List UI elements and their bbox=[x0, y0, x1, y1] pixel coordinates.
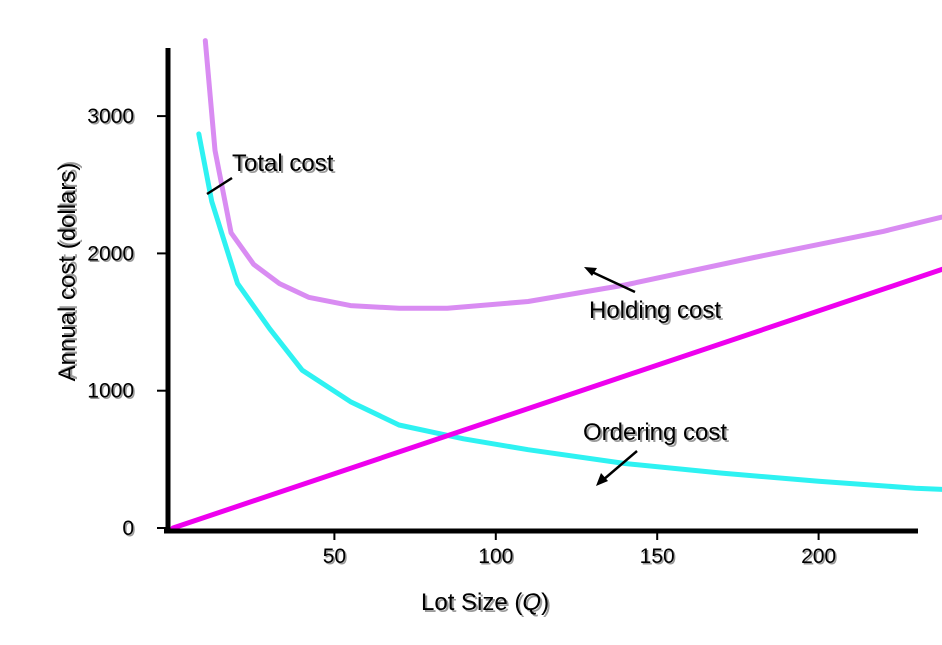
svg-text:Annual cost (dollars): Annual cost (dollars) bbox=[54, 163, 81, 382]
series-line-ordering-cost bbox=[196, 131, 942, 492]
annotation-holding-cost: Holding cost Holding cost bbox=[584, 267, 723, 326]
y-tick-label: 1000 bbox=[87, 380, 134, 403]
ordering-cost-arrowhead bbox=[596, 473, 608, 486]
y-tick-label-shadow: 0 bbox=[124, 519, 136, 542]
x-tick-label: 200 bbox=[801, 545, 836, 568]
svg-text:Ordering cost: Ordering cost bbox=[585, 421, 729, 448]
ordering-cost-pointer bbox=[602, 450, 638, 481]
y-tick-label-shadow: 2000 bbox=[89, 244, 136, 267]
x-tick-label-shadow: 50 bbox=[324, 547, 347, 570]
x-tick-label-shadow: 200 bbox=[803, 547, 838, 570]
svg-text:Lot Size (Q): Lot Size (Q) bbox=[421, 589, 549, 616]
ticks-layer: 5050100100150150200200250250300300350350… bbox=[87, 105, 838, 570]
holding-cost-arrowhead bbox=[584, 267, 597, 276]
series-line-holding-cost bbox=[170, 266, 942, 531]
x-tick-label: 50 bbox=[323, 545, 346, 568]
holding-cost-pointer bbox=[591, 270, 636, 294]
y-tick-label-shadow: 3000 bbox=[89, 107, 136, 130]
y-tick-label: 3000 bbox=[87, 105, 134, 128]
x-tick-label-shadow: 150 bbox=[641, 547, 676, 570]
x-tick-label-shadow: 100 bbox=[480, 547, 515, 570]
axes-layer bbox=[164, 48, 918, 534]
y-tick-label-shadow: 1000 bbox=[89, 381, 136, 404]
x-tick-label: 100 bbox=[478, 545, 513, 568]
series-line-total-cost bbox=[202, 38, 942, 311]
svg-text:Lot Size (Q): Lot Size (Q) bbox=[423, 591, 551, 618]
x-tick-label: 150 bbox=[640, 545, 675, 568]
y-tick-label: 2000 bbox=[87, 242, 134, 265]
y-tick-label: 0 bbox=[122, 517, 134, 540]
total-cost-pointer bbox=[206, 176, 233, 196]
annotation-total-cost: Total cost Total cost bbox=[206, 150, 336, 196]
svg-text:Holding cost: Holding cost bbox=[589, 297, 721, 324]
annotation-ordering-cost: Ordering cost Ordering cost bbox=[583, 419, 729, 486]
svg-text:Total cost: Total cost bbox=[232, 150, 334, 177]
series-layer bbox=[170, 38, 942, 531]
svg-text:Holding cost: Holding cost bbox=[591, 299, 723, 326]
y-axis-title: Annual cost (dollars) Annual cost (dolla… bbox=[54, 161, 83, 382]
svg-text:Total cost: Total cost bbox=[234, 152, 336, 179]
svg-text:Ordering cost: Ordering cost bbox=[583, 419, 727, 446]
x-axis-title: Lot Size (Q) Lot Size (Q) bbox=[421, 589, 551, 618]
svg-text:Annual cost (dollars): Annual cost (dollars) bbox=[56, 161, 83, 380]
